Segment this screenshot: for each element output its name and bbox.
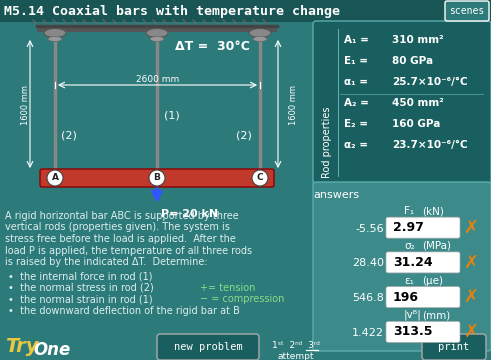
Text: answers: answers: [313, 190, 359, 200]
Text: Try: Try: [5, 337, 38, 356]
Text: 313.5: 313.5: [393, 325, 433, 338]
Text: (2): (2): [61, 130, 77, 140]
Circle shape: [47, 170, 63, 186]
Text: 31.24: 31.24: [393, 256, 433, 269]
Ellipse shape: [150, 36, 164, 41]
Text: •  the normal strain in rod (1): • the normal strain in rod (1): [8, 294, 153, 305]
Text: 28.40: 28.40: [352, 258, 384, 268]
Text: ✗: ✗: [464, 253, 479, 271]
Ellipse shape: [146, 28, 168, 37]
FancyBboxPatch shape: [386, 287, 460, 308]
Text: Rod properties: Rod properties: [322, 107, 332, 178]
Text: − = compression: − = compression: [200, 294, 284, 305]
Ellipse shape: [249, 28, 271, 37]
Circle shape: [149, 170, 165, 186]
FancyBboxPatch shape: [0, 0, 491, 22]
Text: B: B: [154, 174, 161, 183]
Text: is raised by the indicated ΔT.  Determine:: is raised by the indicated ΔT. Determine…: [5, 257, 208, 267]
Text: 23.7×10⁻⁶/°C: 23.7×10⁻⁶/°C: [392, 140, 467, 150]
Text: stress free before the load is applied.  After the: stress free before the load is applied. …: [5, 234, 236, 244]
FancyBboxPatch shape: [313, 21, 491, 184]
Text: scenes: scenes: [449, 6, 485, 16]
Text: ΔT =  30°C: ΔT = 30°C: [175, 40, 250, 53]
FancyBboxPatch shape: [40, 169, 274, 187]
Text: C: C: [257, 174, 263, 183]
Text: (kN): (kN): [422, 206, 444, 216]
Text: attempt: attempt: [278, 352, 314, 360]
Text: α₂ =: α₂ =: [344, 140, 368, 150]
Text: |vᴮ|: |vᴮ|: [404, 310, 422, 320]
Text: σ₂: σ₂: [404, 241, 415, 251]
Text: α₁ =: α₁ =: [344, 77, 368, 87]
Text: += tension: += tension: [200, 283, 255, 293]
Text: ε₁: ε₁: [404, 275, 414, 285]
Text: 1600 mm: 1600 mm: [290, 85, 299, 125]
Ellipse shape: [253, 36, 267, 41]
Text: (MPa): (MPa): [422, 241, 451, 251]
FancyBboxPatch shape: [157, 334, 259, 360]
Text: A rigid horizontal bar ABC is supported by three: A rigid horizontal bar ABC is supported …: [5, 211, 239, 221]
FancyBboxPatch shape: [313, 182, 491, 351]
Text: ✗: ✗: [464, 219, 479, 237]
Text: -5.56: -5.56: [355, 224, 384, 234]
Text: (μe): (μe): [422, 275, 443, 285]
Text: E₂ =: E₂ =: [344, 119, 368, 129]
Text: 160 GPa: 160 GPa: [392, 119, 440, 129]
Text: •  the internal force in rod (1): • the internal force in rod (1): [8, 271, 153, 282]
Text: E₁ =: E₁ =: [344, 56, 368, 66]
FancyBboxPatch shape: [422, 334, 486, 360]
Text: (mm): (mm): [422, 310, 450, 320]
Text: 1600 mm: 1600 mm: [22, 85, 30, 125]
Text: load P is applied, the temperature of all three rods: load P is applied, the temperature of al…: [5, 246, 252, 256]
Text: 2600 mm: 2600 mm: [136, 75, 179, 84]
Text: A₂ =: A₂ =: [344, 98, 369, 108]
Ellipse shape: [48, 36, 62, 41]
Text: ✗: ✗: [464, 288, 479, 306]
Text: 80 GPa: 80 GPa: [392, 56, 433, 66]
Text: ✗: ✗: [464, 323, 479, 341]
Text: 1ˢᵗ  2ⁿᵈ  3ʳᵈ: 1ˢᵗ 2ⁿᵈ 3ʳᵈ: [272, 341, 320, 350]
Text: •  the downward deflection of the rigid bar at B: • the downward deflection of the rigid b…: [8, 306, 240, 316]
FancyBboxPatch shape: [386, 217, 460, 238]
Text: print: print: [438, 342, 469, 352]
FancyBboxPatch shape: [445, 1, 489, 21]
FancyBboxPatch shape: [37, 26, 277, 32]
Text: (2): (2): [236, 130, 252, 140]
Ellipse shape: [44, 28, 66, 37]
Text: 546.8: 546.8: [352, 293, 384, 303]
Text: M5.14 Coaxial bars with temperature change: M5.14 Coaxial bars with temperature chan…: [4, 4, 340, 18]
Text: new problem: new problem: [174, 342, 243, 352]
Text: 196: 196: [393, 291, 419, 304]
Text: vertical rods (properties given). The system is: vertical rods (properties given). The sy…: [5, 222, 230, 233]
Text: A: A: [52, 174, 58, 183]
Text: A₁ =: A₁ =: [344, 35, 369, 45]
Text: P= 20 kN: P= 20 kN: [161, 209, 218, 219]
Text: One: One: [33, 341, 70, 359]
Text: 310 mm²: 310 mm²: [392, 35, 444, 45]
Text: •  the normal stress in rod (2): • the normal stress in rod (2): [8, 283, 154, 293]
Text: 25.7×10⁻⁶/°C: 25.7×10⁻⁶/°C: [392, 77, 467, 87]
Text: 2.97: 2.97: [393, 221, 424, 234]
Circle shape: [252, 170, 268, 186]
Text: (1): (1): [164, 110, 180, 120]
Text: 1.422: 1.422: [352, 328, 384, 338]
FancyBboxPatch shape: [386, 321, 460, 342]
FancyBboxPatch shape: [386, 252, 460, 273]
Text: 450 mm²: 450 mm²: [392, 98, 444, 108]
Text: F₁: F₁: [404, 206, 414, 216]
